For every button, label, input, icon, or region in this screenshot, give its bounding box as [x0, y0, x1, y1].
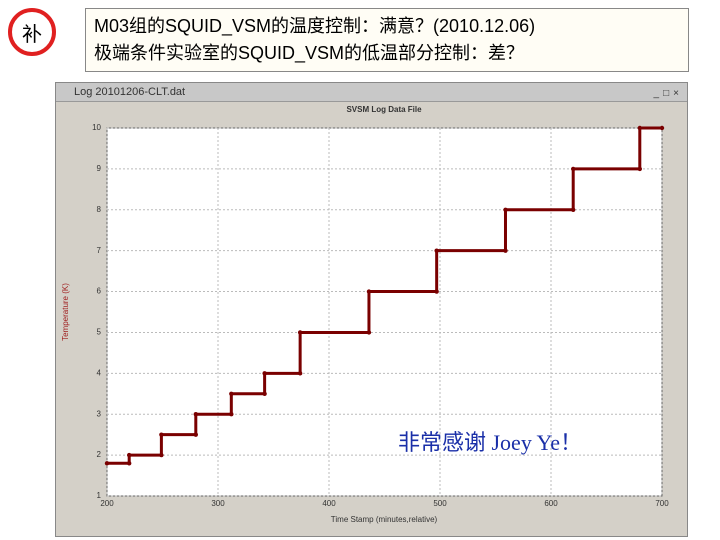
- x-tick-label: 400: [322, 499, 336, 508]
- y-axis-label: Temperature (K): [61, 283, 70, 341]
- data-point: [229, 412, 234, 417]
- data-point: [571, 207, 576, 212]
- x-axis-label: Time Stamp (minutes,relative): [331, 515, 438, 524]
- data-point: [193, 412, 198, 417]
- y-tick-label: 10: [92, 123, 101, 132]
- x-tick-label: 300: [211, 499, 225, 508]
- data-point: [434, 289, 439, 294]
- data-point: [104, 461, 110, 466]
- thanks-note: 非常感谢 Joey Ye！: [398, 430, 582, 455]
- data-point: [366, 289, 372, 294]
- data-point: [659, 125, 665, 131]
- y-tick-label: 6: [97, 287, 102, 296]
- y-tick-label: 4: [97, 368, 102, 377]
- data-point: [637, 166, 642, 172]
- x-tick-label: 500: [433, 499, 447, 508]
- headline: M03组的SQUID_VSM的温度控制：满意？(2010.12.06) 极端条件…: [85, 8, 689, 72]
- headline-line: 极端条件实验室的SQUID_VSM的低温部分控制：差？: [94, 43, 525, 63]
- data-point: [229, 391, 234, 396]
- window-titlebar: Log 20101206-CLT.dat _□×: [56, 83, 687, 102]
- x-tick-label: 600: [544, 499, 558, 508]
- data-line: [107, 126, 662, 465]
- window-title: Log 20101206-CLT.dat: [74, 86, 186, 98]
- data-point: [503, 248, 508, 253]
- data-point: [159, 432, 164, 437]
- y-tick-label: 8: [97, 205, 102, 214]
- y-tick-label: 7: [97, 246, 102, 255]
- data-point: [297, 330, 303, 335]
- x-tick-label: 700: [655, 499, 669, 508]
- data-point: [262, 371, 267, 376]
- y-tick-label: 3: [97, 409, 102, 418]
- data-point: [366, 330, 372, 335]
- window-controls[interactable]: _□×: [653, 88, 683, 99]
- y-tick-label: 9: [97, 164, 102, 173]
- chart-title: SVSM Log Data File: [346, 105, 422, 114]
- data-point: [127, 461, 132, 466]
- data-point: [127, 452, 132, 458]
- data-point: [193, 432, 198, 437]
- data-point: [297, 371, 303, 376]
- data-point: [571, 166, 576, 172]
- data-point: [434, 248, 439, 253]
- data-point: [637, 125, 642, 131]
- data-point: [262, 391, 267, 396]
- y-tick-label: 5: [97, 328, 102, 337]
- y-tick-label: 2: [97, 450, 102, 459]
- badge: 补: [8, 8, 56, 56]
- headline-line: M03组的SQUID_VSM的温度控制：满意？(2010.12.06): [94, 16, 536, 36]
- y-tick-label: 1: [97, 491, 102, 500]
- data-point: [159, 452, 164, 458]
- data-point: [503, 207, 508, 212]
- x-tick-label: 200: [100, 499, 114, 508]
- plot-area: [106, 127, 663, 497]
